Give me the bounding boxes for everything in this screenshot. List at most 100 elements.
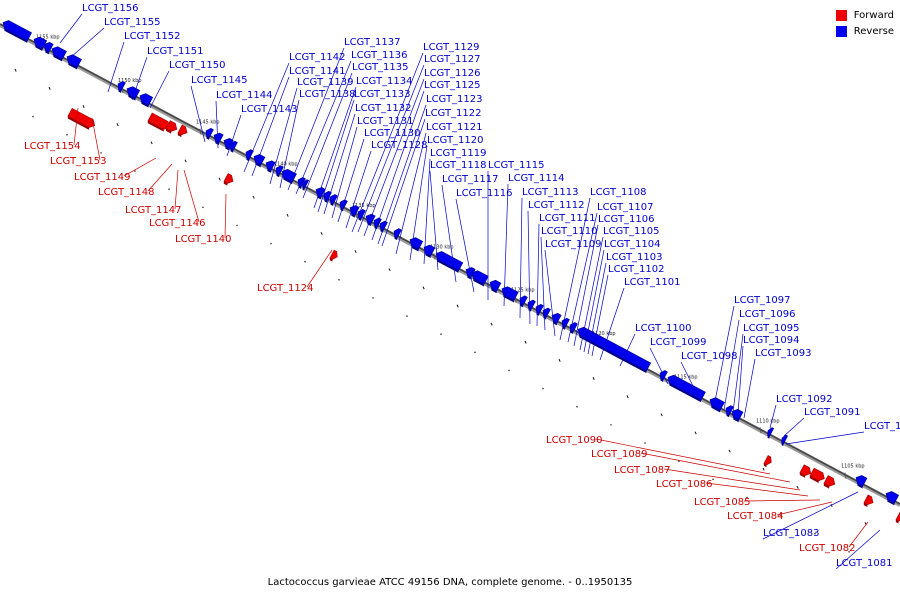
gene-label[interactable]: LCGT_1106 (598, 214, 655, 225)
gene-label[interactable]: LCGT_1111 (539, 213, 596, 224)
gene-label[interactable]: LCGT_1087 (614, 465, 671, 476)
gene-label[interactable]: LCGT_1105 (603, 226, 660, 237)
gene-label[interactable]: LCGT_1148 (98, 187, 155, 198)
gene-label[interactable]: LCGT_1139 (297, 77, 354, 88)
gene-label[interactable]: LCGT_1154 (24, 141, 81, 152)
gene-label[interactable]: LCGT_1091 (804, 407, 861, 418)
gene-label[interactable]: LCGT_1124 (257, 283, 314, 294)
gene-label[interactable]: LCGT_1136 (351, 50, 408, 61)
gene-label[interactable]: LCGT_1138 (299, 89, 356, 100)
tick-label: 1145 kbp (196, 120, 220, 126)
gene-shadow (165, 128, 172, 134)
leader-line (131, 56, 148, 101)
legend-reverse: Reverse (835, 24, 894, 39)
gene-label[interactable]: LCGT_1135 (352, 62, 409, 73)
gene-label[interactable]: LCGT_1150 (169, 60, 226, 71)
gene-label[interactable]: LCGT_1132 (355, 103, 412, 114)
reverse-gene (126, 86, 141, 101)
gene-shadow (726, 413, 730, 418)
gene-label[interactable]: LCGT_1141 (289, 66, 346, 77)
gene-label[interactable]: LCGT_1096 (739, 309, 796, 320)
reverse-gene (471, 270, 489, 287)
guide-dot (474, 351, 476, 354)
gene-label[interactable]: LCGT_1121 (426, 122, 483, 133)
gene-label[interactable]: LCGT_1134 (356, 76, 413, 87)
gene-label[interactable]: LCGT_1156 (82, 3, 139, 14)
gene-label[interactable]: LCGT_1112 (528, 200, 585, 211)
gene-label[interactable]: LCGT_1119 (430, 148, 487, 159)
leader-line (732, 333, 744, 413)
gene-label[interactable]: LCGT_1149 (74, 172, 131, 183)
gene-label[interactable]: LCGT_1125 (424, 80, 481, 91)
gene-label[interactable]: LCGT_1147 (125, 205, 182, 216)
gene-label[interactable]: LCGT_1129 (423, 42, 480, 53)
gene-label[interactable]: LCGT_1137 (344, 37, 401, 48)
gene-label[interactable]: LCGT_1088 (864, 421, 900, 432)
gene-label[interactable]: LCGT_1104 (604, 239, 661, 250)
reverse-swatch (835, 26, 847, 37)
gene-label[interactable]: LCGT_1086 (656, 479, 713, 490)
gene-shadow (491, 288, 497, 294)
gene-label[interactable]: LCGT_1093 (755, 348, 812, 359)
gene-label[interactable]: LCGT_1092 (776, 394, 833, 405)
gene-label[interactable]: LCGT_1094 (743, 335, 800, 346)
gene-label[interactable]: LCGT_1102 (608, 264, 665, 275)
gene-label[interactable]: LCGT_1120 (427, 135, 484, 146)
leader-line (567, 212, 598, 343)
gene-shadow (267, 168, 271, 173)
gene-label[interactable]: LCGT_1103 (606, 252, 663, 263)
gene-label[interactable]: LCGT_1130 (364, 128, 421, 139)
gene-label[interactable]: LCGT_1151 (147, 46, 204, 57)
leader-line (762, 491, 859, 540)
gene-label[interactable]: LCGT_1123 (426, 94, 483, 105)
gene-label[interactable]: LCGT_1126 (424, 68, 481, 79)
gene-label[interactable]: LCGT_1089 (591, 449, 648, 460)
gene-body (863, 494, 874, 506)
gene-label[interactable]: LCGT_1152 (124, 31, 181, 42)
gene-label[interactable]: LCGT_1144 (216, 90, 273, 101)
gene-label[interactable]: LCGT_1117 (442, 174, 499, 185)
gene-label[interactable]: LCGT_1085 (694, 497, 751, 508)
gene-label[interactable]: LCGT_1114 (508, 173, 565, 184)
gene-label[interactable]: LCGT_1127 (424, 54, 481, 65)
gene-label[interactable]: LCGT_1107 (597, 202, 654, 213)
gene-label[interactable]: LCGT_1115 (488, 160, 545, 171)
leader-line (423, 158, 431, 265)
gene-label[interactable]: LCGT_1116 (456, 188, 513, 199)
gene-label[interactable]: LCGT_1128 (371, 140, 428, 151)
leader-line (599, 287, 625, 361)
gene-label[interactable]: LCGT_1082 (799, 543, 856, 554)
gene-label[interactable]: LCGT_1146 (149, 218, 206, 229)
gene-label[interactable]: LCGT_1108 (590, 187, 647, 198)
gene-label[interactable]: LCGT_1142 (289, 52, 346, 63)
gene-label[interactable]: LCGT_1145 (191, 75, 248, 86)
gene-label[interactable]: LCGT_1109 (545, 239, 602, 250)
gene-label[interactable]: LCGT_1143 (241, 104, 298, 115)
guide-dot (236, 224, 238, 227)
gene-label[interactable]: LCGT_1081 (836, 558, 893, 569)
gene-label[interactable]: LCGT_1131 (357, 116, 414, 127)
forward-gene (799, 464, 812, 478)
gene-label[interactable]: LCGT_1140 (175, 234, 232, 245)
gene-label[interactable]: LCGT_1118 (430, 160, 487, 171)
leader-line (591, 274, 609, 357)
guide-dash (456, 304, 459, 308)
gene-label[interactable]: LCGT_1098 (681, 351, 738, 362)
gene-label[interactable]: LCGT_1155 (104, 17, 161, 28)
gene-label[interactable]: LCGT_1110 (541, 226, 598, 237)
gene-label[interactable]: LCGT_1101 (624, 277, 681, 288)
gene-label[interactable]: LCGT_1113 (522, 187, 579, 198)
gene-label[interactable]: LCGT_1097 (734, 295, 791, 306)
gene-label[interactable]: LCGT_1090 (546, 435, 603, 446)
guide-dash (762, 467, 765, 471)
leader-line (243, 62, 290, 173)
gene-label[interactable]: LCGT_1084 (727, 511, 784, 522)
gene-label[interactable]: LCGT_1153 (50, 156, 107, 167)
gene-label[interactable]: LCGT_1100 (635, 323, 692, 334)
gene-label[interactable]: LCGT_1099 (650, 337, 707, 348)
reverse-gene (725, 405, 734, 418)
gene-label[interactable]: LCGT_1133 (354, 89, 411, 100)
gene-label[interactable]: LCGT_1122 (425, 108, 482, 119)
gene-label[interactable]: LCGT_1083 (763, 528, 820, 539)
gene-label[interactable]: LCGT_1095 (743, 323, 800, 334)
